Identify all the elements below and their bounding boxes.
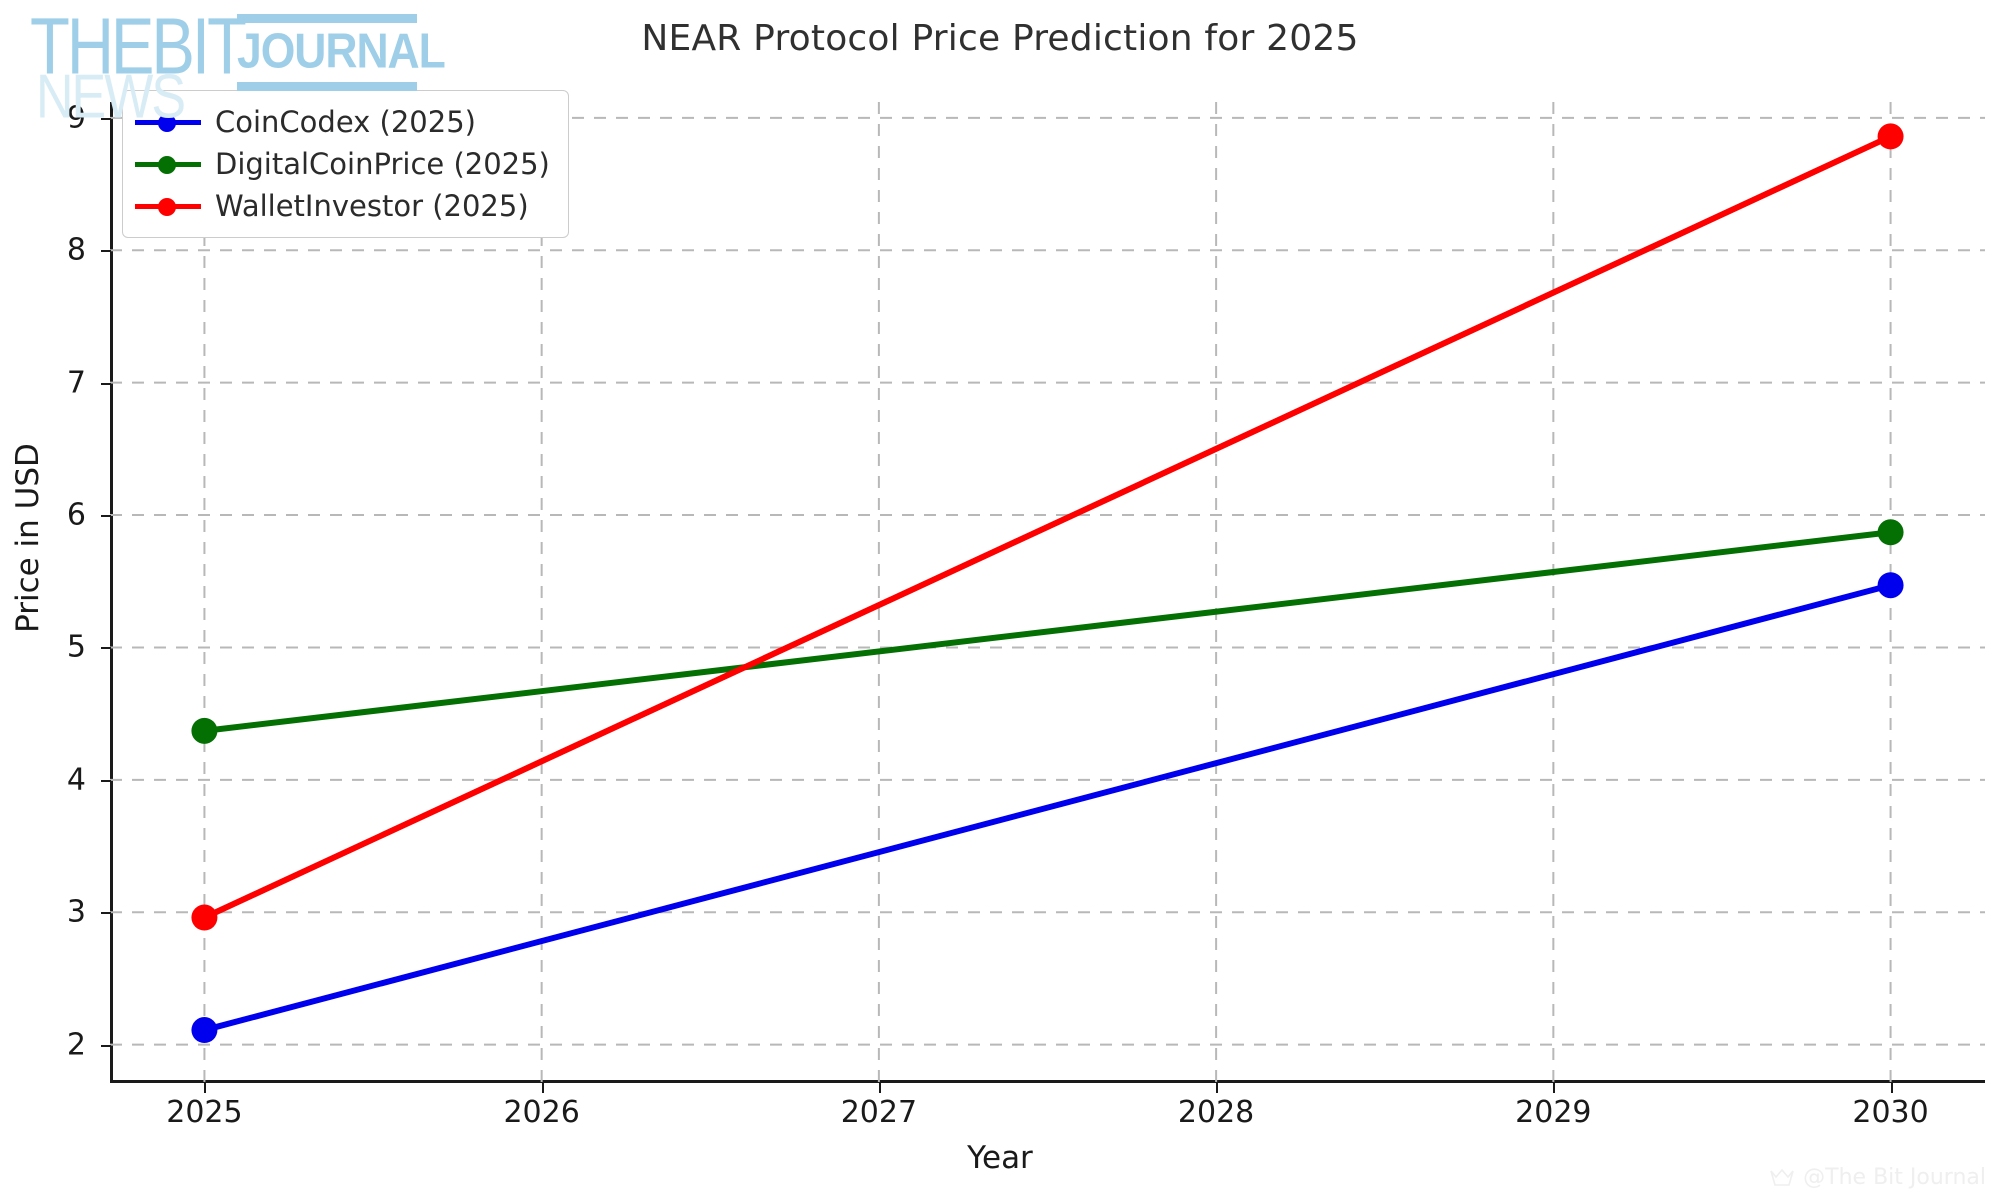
legend-swatch-icon	[135, 195, 201, 217]
gridlines	[110, 102, 1985, 1083]
y-tick-label: 6	[66, 497, 86, 533]
legend-swatch-icon	[135, 111, 201, 133]
y-tick-mark	[101, 912, 111, 915]
x-tick-label: 2027	[840, 1095, 918, 1130]
corner-watermark-text: @The Bit Journal	[1803, 1165, 1986, 1190]
y-tick-mark	[101, 117, 111, 120]
y-tick-label: 8	[66, 232, 86, 268]
x-tick-mark	[1553, 1083, 1556, 1093]
data-point[interactable]	[1877, 572, 1904, 599]
series-line	[201, 133, 1894, 921]
y-tick-label: 2	[66, 1027, 86, 1063]
series-lines	[201, 133, 1894, 1034]
legend-item-label: WalletInvestor (2025)	[215, 189, 529, 223]
y-tick-label: 7	[66, 365, 86, 401]
legend-item-label: CoinCodex (2025)	[215, 105, 476, 139]
legend-item-label: DigitalCoinPrice (2025)	[215, 147, 550, 181]
legend-swatch-icon	[135, 153, 201, 175]
y-tick-mark	[101, 250, 111, 253]
x-tick-label: 2030	[1852, 1095, 1929, 1130]
x-tick-label: 2028	[1177, 1095, 1255, 1130]
legend-item[interactable]: DigitalCoinPrice (2025)	[135, 143, 550, 185]
y-tick-label: 3	[66, 894, 86, 930]
x-tick-mark	[204, 1083, 207, 1093]
chart-legend[interactable]: CoinCodex (2025) DigitalCoinPrice (2025) W…	[122, 90, 569, 238]
y-tick-mark	[101, 779, 111, 782]
x-tick-label: 2029	[1515, 1095, 1592, 1130]
x-tick-mark	[878, 1083, 881, 1093]
x-tick-label: 2026	[503, 1095, 580, 1130]
x-tick-mark	[1216, 1083, 1219, 1093]
crown-icon	[1769, 1168, 1795, 1188]
series-line	[201, 582, 1894, 1034]
x-tick-mark	[1890, 1083, 1893, 1093]
data-point[interactable]	[191, 1017, 218, 1044]
data-point[interactable]	[1877, 519, 1904, 546]
plot-canvas	[110, 102, 1985, 1083]
data-point[interactable]	[191, 717, 218, 744]
y-tick-mark	[101, 1044, 111, 1047]
legend-item[interactable]: WalletInvestor (2025)	[135, 185, 550, 227]
y-axis-title: Price in USD	[10, 443, 46, 633]
data-point[interactable]	[1877, 123, 1904, 150]
data-point[interactable]	[191, 904, 218, 931]
x-tick-label: 2025	[166, 1095, 243, 1130]
series-line	[201, 529, 1894, 734]
series-markers	[191, 123, 1904, 1044]
x-tick-mark	[541, 1083, 544, 1093]
plot-area	[110, 102, 1985, 1083]
y-tick-mark	[101, 647, 111, 650]
y-tick-label: 5	[66, 629, 86, 665]
corner-watermark: @The Bit Journal	[1769, 1165, 1986, 1190]
y-tick-label: 4	[66, 762, 86, 798]
legend-item[interactable]: CoinCodex (2025)	[135, 101, 550, 143]
y-tick-mark	[101, 515, 111, 518]
x-axis-title: Year	[967, 1140, 1033, 1176]
y-tick-mark	[101, 382, 111, 385]
chart-title: NEAR Protocol Price Prediction for 2025	[641, 18, 1359, 59]
y-tick-label: 9	[66, 100, 86, 136]
